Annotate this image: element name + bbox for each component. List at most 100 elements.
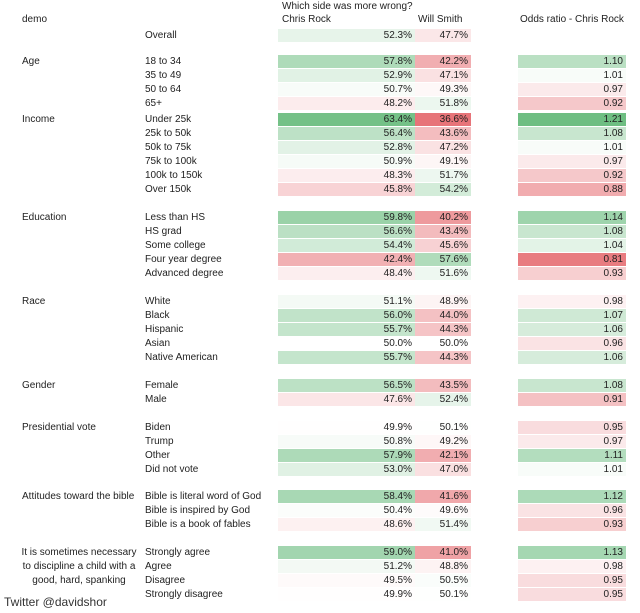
chris-rock-cell: 50.4% [278, 504, 415, 517]
subgroup-label: Biden [145, 422, 171, 433]
will-smith-cell: 50.1% [415, 588, 471, 601]
group-label: Education [22, 212, 67, 223]
odds-cell: 1.01 [518, 141, 626, 154]
odds-cell: 0.93 [518, 518, 626, 531]
group-label: Attitudes toward the bible [22, 491, 135, 502]
subgroup-label: 50k to 75k [145, 142, 192, 153]
odds-cell: 1.08 [518, 225, 626, 238]
will-smith-cell: 44.3% [415, 351, 471, 364]
subgroup-label: Some college [145, 240, 206, 251]
odds-cell: 0.98 [518, 560, 626, 573]
chris-rock-cell: 50.7% [278, 83, 415, 96]
odds-cell: 1.08 [518, 127, 626, 140]
odds-header: Odds ratio - Chris Rock [520, 14, 624, 25]
odds-cell: 0.91 [518, 393, 626, 406]
will-smith-cell: 54.2% [415, 183, 471, 196]
odds-cell: 1.01 [518, 69, 626, 82]
will-smith-cell: 47.7% [415, 29, 471, 42]
group-label: Age [22, 56, 40, 67]
chris-rock-cell: 55.7% [278, 323, 415, 336]
odds-cell: 1.12 [518, 490, 626, 503]
will-smith-cell: 42.2% [415, 55, 471, 68]
chris-rock-cell: 58.4% [278, 490, 415, 503]
will-smith-cell: 47.0% [415, 463, 471, 476]
chris-rock-cell: 52.3% [278, 29, 415, 42]
subgroup-label: 65+ [145, 98, 162, 109]
chris-rock-cell: 63.4% [278, 113, 415, 126]
subgroup-label: Under 25k [145, 114, 192, 125]
will-smith-cell: 48.9% [415, 295, 471, 308]
subgroup-label: Bible is a book of fables [145, 519, 251, 530]
subgroup-label: Native American [145, 352, 218, 363]
chris-rock-cell: 57.9% [278, 449, 415, 462]
will-smith-cell: 36.6% [415, 113, 471, 126]
odds-cell: 0.96 [518, 504, 626, 517]
chris-rock-cell: 56.6% [278, 225, 415, 238]
subgroup-label: Strongly disagree [145, 589, 223, 600]
group-label: Race [22, 296, 46, 307]
odds-cell: 0.93 [518, 267, 626, 280]
subgroup-label: 75k to 100k [145, 156, 197, 167]
will-smith-cell: 41.6% [415, 490, 471, 503]
will-smith-cell: 51.6% [415, 267, 471, 280]
odds-cell: 1.06 [518, 323, 626, 336]
chris-rock-cell: 53.0% [278, 463, 415, 476]
demo-header: demo [22, 14, 48, 25]
odds-cell: 0.97 [518, 435, 626, 448]
will-smith-cell: 47.2% [415, 141, 471, 154]
chris-rock-cell: 54.4% [278, 239, 415, 252]
will-smith-cell: 52.4% [415, 393, 471, 406]
odds-cell: 0.92 [518, 169, 626, 182]
will-smith-cell: 45.6% [415, 239, 471, 252]
chris-rock-cell: 56.4% [278, 127, 415, 140]
will-smith-cell: 43.4% [415, 225, 471, 238]
chris-rock-cell: 50.0% [278, 337, 415, 350]
group-label: Presidential vote [22, 422, 96, 433]
chris-rock-cell: 50.9% [278, 155, 415, 168]
will-smith-cell: 40.2% [415, 211, 471, 224]
odds-cell: 1.21 [518, 113, 626, 126]
chris-rock-cell: 56.5% [278, 379, 415, 392]
subgroup-label: Asian [145, 338, 171, 349]
chris-rock-cell: 48.3% [278, 169, 415, 182]
subgroup-label: Black [145, 310, 170, 321]
chris-rock-cell: 49.5% [278, 574, 415, 587]
subgroup-label: Other [145, 450, 171, 461]
chris-rock-cell: 47.6% [278, 393, 415, 406]
will-smith-cell: 50.1% [415, 421, 471, 434]
group-label: Gender [22, 380, 56, 391]
odds-cell: 0.95 [518, 421, 626, 434]
odds-cell: 1.06 [518, 351, 626, 364]
subgroup-label: 25k to 50k [145, 128, 192, 139]
odds-cell: 0.95 [518, 574, 626, 587]
chris-rock-cell: 42.4% [278, 253, 415, 266]
odds-cell: 1.13 [518, 546, 626, 559]
chris-rock-cell: 51.1% [278, 295, 415, 308]
chris-rock-cell: 49.9% [278, 588, 415, 601]
subgroup-label: 100k to 150k [145, 170, 203, 181]
will-smith-cell: 43.5% [415, 379, 471, 392]
subgroup-label: Bible is literal word of God [145, 491, 262, 502]
subgroup-label: Over 150k [145, 184, 192, 195]
chris-rock-cell: 48.2% [278, 97, 415, 110]
chris-rock-cell: 51.2% [278, 560, 415, 573]
odds-cell: 1.07 [518, 309, 626, 322]
chris-rock-cell: 59.8% [278, 211, 415, 224]
subgroup-label: Female [145, 380, 179, 391]
odds-cell: 1.14 [518, 211, 626, 224]
odds-cell: 1.08 [518, 379, 626, 392]
odds-cell: 0.92 [518, 97, 626, 110]
will-smith-cell: 49.1% [415, 155, 471, 168]
chris-rock-cell: 52.9% [278, 69, 415, 82]
chris-rock-cell: 48.4% [278, 267, 415, 280]
odds-cell: 0.97 [518, 155, 626, 168]
subgroup-label: Bible is inspired by God [145, 505, 251, 516]
subgroup-label: Agree [145, 561, 172, 572]
will-smith-cell: 57.6% [415, 253, 471, 266]
group-label: Income [22, 114, 55, 125]
chris-rock-cell: 55.7% [278, 351, 415, 364]
will-smith-cell: 44.3% [415, 323, 471, 336]
subgroup-label: Less than HS [145, 212, 206, 223]
will-smith-cell: 43.6% [415, 127, 471, 140]
will-smith-cell: 51.8% [415, 97, 471, 110]
